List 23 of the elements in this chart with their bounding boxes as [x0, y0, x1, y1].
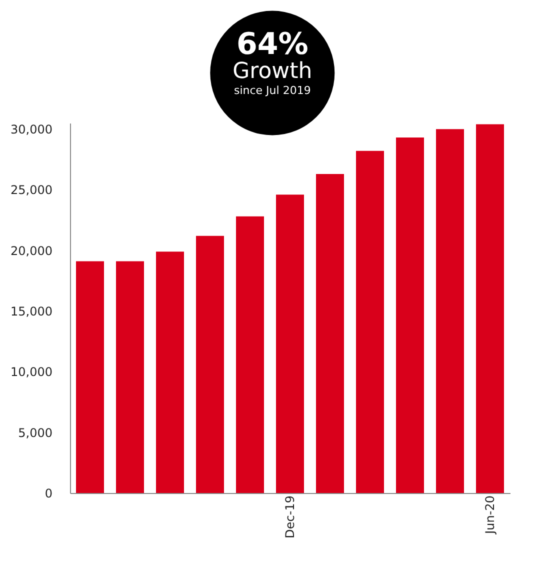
y-tick-label: 20,000 [10, 244, 52, 258]
bar [356, 150, 384, 493]
bar [316, 174, 344, 493]
x-tick-label: Dec-19 [283, 496, 297, 538]
y-tick-label: 5,000 [18, 426, 52, 440]
text: Growth [232, 59, 312, 84]
bar [396, 138, 424, 493]
text: since Jul 2019 [234, 84, 311, 97]
y-tick-label: 25,000 [10, 183, 52, 198]
y-tick-label: 10,000 [10, 365, 52, 380]
bar [156, 252, 184, 493]
x-tick-label: Jun-20 [483, 496, 497, 535]
y-tick-label: 15,000 [10, 304, 52, 319]
bar [196, 236, 224, 493]
y-tick-label: 30,000 [10, 122, 52, 137]
text: 64% [236, 27, 308, 62]
bar [76, 261, 104, 493]
y-tick-label: 0 [44, 486, 52, 500]
bar [236, 216, 264, 493]
bar [116, 261, 144, 493]
bar [436, 129, 464, 493]
bar [476, 124, 504, 493]
bar [276, 194, 304, 493]
